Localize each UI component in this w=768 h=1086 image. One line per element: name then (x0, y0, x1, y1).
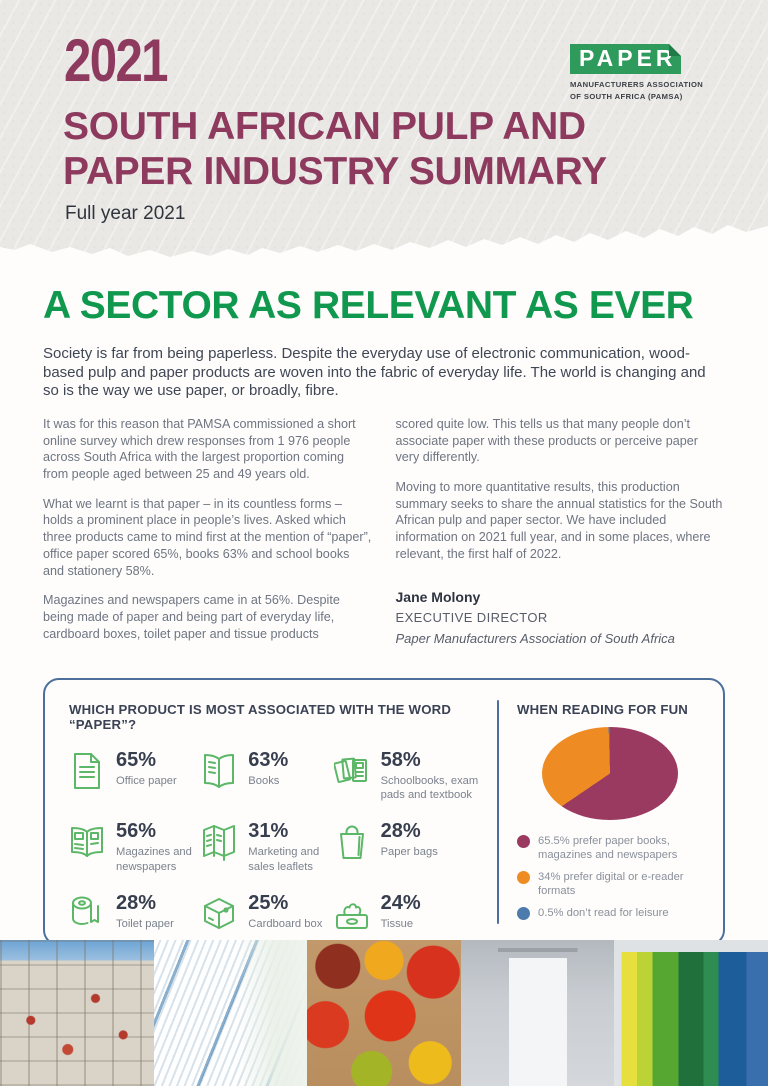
stat-value: 28% (380, 820, 421, 843)
toilet-paper-photo (460, 940, 615, 1086)
product-association-title: WHICH PRODUCT IS MOST ASSOCIATED WITH TH… (69, 701, 452, 732)
stat-item: 28% Paper bags (334, 821, 485, 874)
recycled-paper-bales-photo (0, 940, 154, 1086)
page-subtitle: Full year 2021 (65, 203, 186, 224)
signature-block: Jane Molony EXECUTIVE DIRECTOR Paper Man… (396, 588, 726, 647)
pamsa-logo: PAPER MANUFACTURERS ASSOCIATION OF SOUTH… (570, 44, 712, 103)
signature-organisation: Paper Manufacturers Association of South… (395, 630, 675, 646)
intro-paragraph: Society is far from being paperless. Des… (43, 345, 706, 400)
stat-value: 56% (116, 820, 157, 843)
pie-legend: 65.5% prefer paper books, magazines and … (517, 834, 703, 928)
body-paragraph: It was for this reason that PAMSA commis… (43, 416, 356, 481)
stat-item: 25% Cardboard box (201, 893, 329, 934)
photo-strip (0, 940, 768, 1086)
stat-value: 24% (380, 891, 421, 914)
stat-label: Toilet paper (116, 917, 174, 930)
panel-divider (497, 699, 499, 924)
legend-label: 0.5% don’t read for leisure (538, 907, 669, 920)
page-title: SOUTH AFRICAN PULP AND PAPER INDUSTRY SU… (63, 105, 607, 194)
stat-item: 58% Schoolbooks, exam pads and textbook (333, 748, 485, 803)
stat-label: Schoolbooks, exam pads and textbook (380, 774, 479, 801)
stat-item: 65% Office paper (69, 750, 197, 803)
signature-title: EXECUTIVE DIRECTOR (395, 610, 548, 626)
body-paragraph: Moving to more quantitative results, thi… (395, 479, 723, 561)
leaflets-icon (203, 825, 236, 862)
body-paragraph: scored quite low. This tells us that man… (395, 416, 698, 465)
body-paragraph: What we learnt is that paper – in its co… (43, 496, 372, 578)
clothes-photo (614, 940, 768, 1086)
stat-label: Magazines and newspapers (116, 846, 192, 873)
books-icon (204, 753, 235, 788)
body-paragraph: Magazines and newspapers came in at 56%.… (43, 593, 340, 641)
stat-label: Books (248, 774, 280, 787)
legend-dot-icon (517, 870, 530, 884)
reading-for-fun-title: WHEN READING FOR FUN (517, 701, 689, 717)
reading-for-fun-panel: WHEN READING FOR FUN 65.5% prefer paper … (499, 700, 703, 928)
torn-paper-edge (0, 225, 768, 263)
tomatoes-photo (307, 940, 461, 1086)
legend-item: 65.5% prefer paper books, magazines and … (517, 834, 703, 863)
legend-item: 0.5% don’t read for leisure (517, 906, 703, 921)
folded-corner-icon (668, 44, 681, 56)
paper-bag-icon (339, 825, 364, 860)
paper-logo-text: PAPER (579, 45, 677, 71)
legend-item: 34% prefer digital or e-reader formats (517, 870, 703, 899)
article-body: A SECTOR AS RELEVANT AS EVER Society is … (0, 284, 768, 946)
legend-label: 34% prefer digital or e-reader formats (538, 870, 684, 898)
stat-value: 28% (116, 891, 157, 914)
toilet-paper-icon (72, 896, 99, 925)
stat-label: Marketing and sales leaflets (248, 846, 320, 873)
survey-stats-panel: WHICH PRODUCT IS MOST ASSOCIATED WITH TH… (43, 677, 725, 946)
product-association-panel: WHICH PRODUCT IS MOST ASSOCIATED WITH TH… (69, 700, 497, 930)
stat-item: 24% Tissue (334, 893, 485, 934)
stat-value: 63% (248, 748, 289, 771)
left-column: It was for this reason that PAMSA commis… (43, 416, 373, 656)
stat-label: Paper bags (380, 846, 438, 859)
right-column: scored quite low. This tells us that man… (396, 416, 726, 656)
stat-label: Tissue (380, 917, 414, 930)
legend-dot-icon (517, 907, 530, 921)
paper-stack-photo (153, 940, 308, 1086)
stat-value: 58% (380, 748, 421, 771)
logo-subtitle: MANUFACTURERS ASSOCIATION OF SOUTH AFRIC… (570, 80, 704, 102)
stat-label: Cardboard box (248, 917, 323, 930)
stat-label: Office paper (116, 774, 177, 787)
two-column-text: It was for this reason that PAMSA commis… (43, 416, 725, 656)
stat-item: 56% Magazines and newspapers (69, 821, 197, 874)
stat-item: 63% Books (201, 750, 329, 803)
tissue-icon (335, 903, 368, 929)
stat-item: 31% Marketing and sales leaflets (201, 821, 329, 874)
section-heading: A SECTOR AS RELEVANT AS EVER (43, 284, 694, 327)
stat-value: 65% (116, 748, 157, 771)
legend-label: 65.5% prefer paper books, magazines and … (538, 834, 678, 862)
stat-value: 25% (248, 891, 289, 914)
year-heading: 2021 (64, 27, 169, 94)
stat-item: 28% Toilet paper (69, 893, 197, 934)
signature-name: Jane Molony (395, 588, 481, 605)
legend-dot-icon (517, 834, 530, 848)
masthead: 2021 PAPER MANUFACTURERS ASSOCIATION OF … (0, 0, 768, 263)
schoolbooks-icon (333, 757, 367, 783)
magazines-icon (71, 827, 103, 858)
office-paper-icon (74, 752, 100, 789)
stat-value: 31% (248, 820, 289, 843)
reading-preference-pie-chart (542, 726, 678, 820)
paper-logo-mark: PAPER (570, 44, 681, 75)
product-association-grid: 65% Office paper 63% Books 58% Schoolboo… (69, 750, 485, 934)
cardboard-box-icon (204, 897, 235, 929)
